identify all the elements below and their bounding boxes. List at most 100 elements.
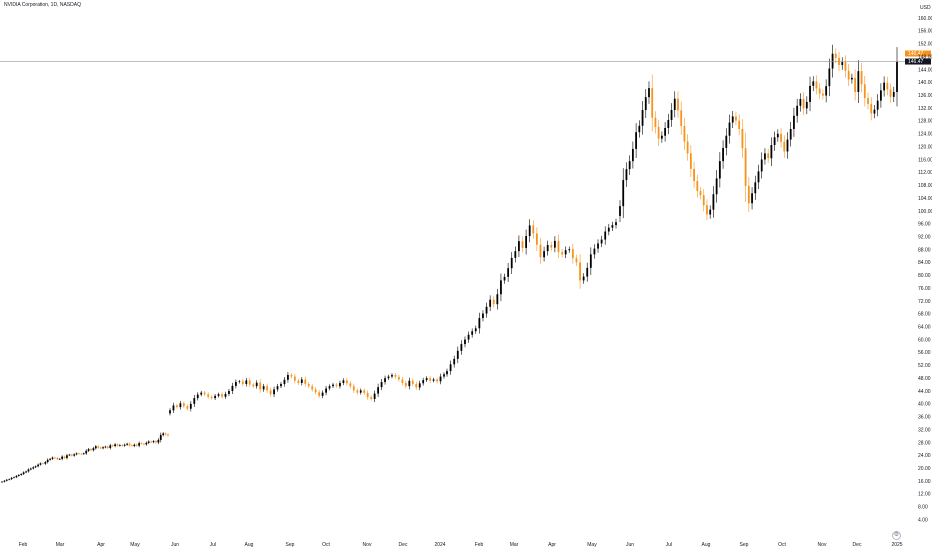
- candle: [10, 476, 13, 481]
- last-bar-label: 146.47: [908, 51, 924, 57]
- candle: [857, 60, 860, 103]
- candle: [228, 388, 230, 397]
- candle: [196, 392, 199, 401]
- candle: [356, 388, 359, 395]
- candle: [92, 446, 95, 452]
- candle: [276, 383, 279, 392]
- candle: [75, 452, 78, 456]
- candle: [854, 69, 857, 101]
- candle: [221, 392, 223, 399]
- y-tick-label: 64.00: [918, 325, 931, 331]
- x-tick-label: Feb: [475, 542, 484, 548]
- candle: [467, 331, 470, 343]
- y-tick-label: 68.00: [918, 312, 931, 318]
- y-tick-label: 72.00: [918, 299, 931, 305]
- candle: [699, 186, 702, 200]
- candle: [335, 382, 338, 388]
- candle: [489, 295, 492, 312]
- candle: [460, 340, 463, 355]
- candle: [680, 101, 683, 135]
- candle: [825, 79, 828, 103]
- candle: [114, 443, 116, 448]
- candle: [664, 122, 666, 142]
- candle: [63, 455, 66, 459]
- candle: [159, 432, 162, 443]
- candle: [575, 254, 578, 267]
- y-tick-label: 20.00: [918, 466, 931, 472]
- candle: [889, 83, 892, 103]
- candle: [867, 92, 869, 110]
- x-tick-label: Dec: [399, 542, 408, 548]
- candle: [349, 381, 352, 389]
- candle: [164, 432, 167, 436]
- candle: [104, 445, 107, 449]
- last-price-label: 146.47: [908, 59, 924, 65]
- candle: [568, 246, 571, 253]
- y-tick-label: 92.00: [918, 234, 931, 240]
- candle: [770, 137, 773, 166]
- candle: [339, 380, 341, 389]
- y-tick-label: 100.00: [918, 209, 932, 215]
- candle: [582, 273, 585, 284]
- candle: [314, 387, 317, 395]
- candle: [667, 113, 670, 135]
- candle: [245, 377, 248, 387]
- candle: [532, 220, 535, 239]
- candle: [128, 442, 131, 447]
- candle: [579, 254, 581, 289]
- candle: [73, 453, 76, 457]
- candle: [387, 374, 390, 380]
- candle: [539, 238, 542, 264]
- y-tick-label: 84.00: [918, 260, 931, 266]
- candle: [32, 466, 35, 470]
- candle: [99, 446, 102, 450]
- candle: [162, 432, 165, 437]
- candle: [883, 76, 886, 97]
- candle: [179, 400, 182, 410]
- candle: [521, 236, 524, 253]
- candle: [287, 371, 289, 383]
- y-tick-label: 4.00: [918, 517, 928, 523]
- y-tick-label: 128.00: [918, 119, 932, 125]
- candle: [818, 83, 821, 99]
- y-tick-label: 104.00: [918, 196, 932, 202]
- candle: [535, 227, 538, 251]
- candle: [744, 132, 747, 202]
- x-tick-label: Nov: [363, 542, 372, 548]
- candle: [1, 481, 3, 483]
- candle: [751, 187, 753, 210]
- candle: [677, 91, 679, 118]
- candle: [44, 460, 47, 465]
- last-price-line: 146.47 146.47: [0, 50, 931, 65]
- candle: [147, 440, 150, 444]
- candle: [722, 140, 724, 169]
- candle: [262, 383, 265, 392]
- candle: [123, 443, 126, 447]
- candle: [3, 479, 6, 483]
- candle: [126, 442, 129, 446]
- candle: [731, 110, 734, 129]
- candle: [37, 463, 39, 468]
- candle: [725, 128, 728, 156]
- candle: [783, 135, 786, 158]
- candle: [553, 236, 556, 253]
- candle: [796, 98, 799, 123]
- candle: [561, 249, 563, 258]
- candle: [102, 446, 104, 450]
- candle: [411, 378, 414, 387]
- candle: [97, 445, 100, 449]
- candle: [735, 111, 737, 126]
- gear-icon[interactable]: ⚙: [892, 531, 901, 540]
- candle: [851, 73, 853, 84]
- candle: [203, 390, 206, 396]
- y-tick-label: 124.00: [918, 132, 932, 138]
- candle: [49, 457, 52, 461]
- candle: [17, 474, 20, 477]
- chart-title: NVIDIA Corporation, 1D, NASDAQ: [4, 2, 81, 8]
- candle: [297, 378, 300, 385]
- candle: [39, 462, 42, 466]
- y-tick-label: 80.00: [918, 273, 931, 279]
- candle: [597, 239, 599, 253]
